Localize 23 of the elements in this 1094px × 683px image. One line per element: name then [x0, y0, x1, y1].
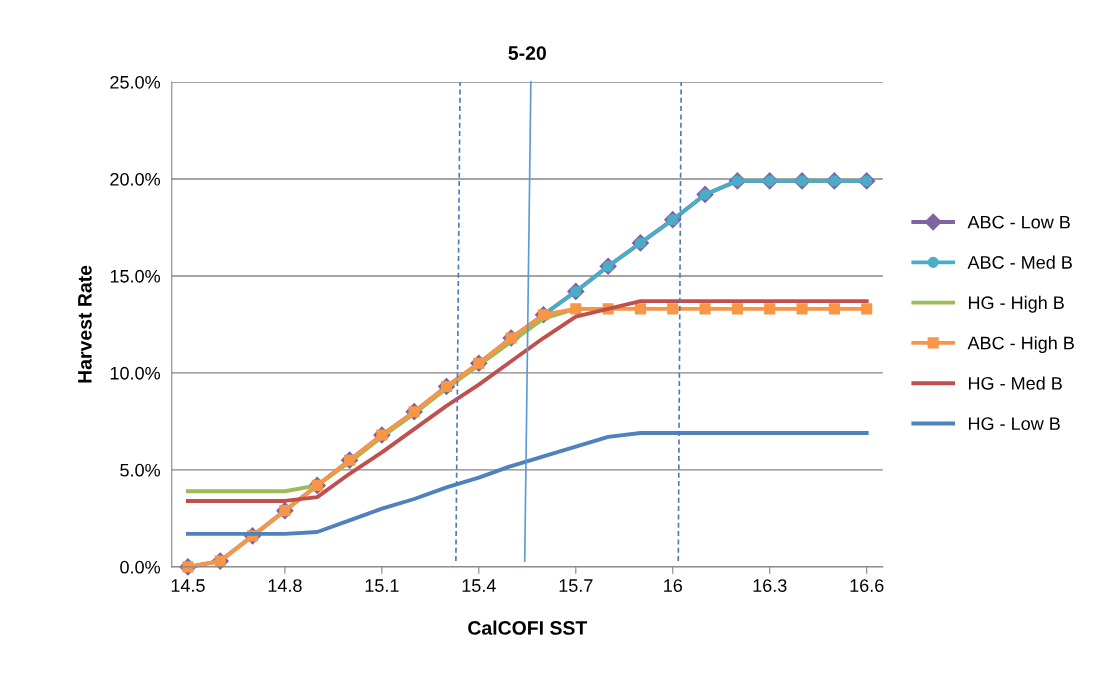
chart-title: 5-20: [508, 46, 546, 60]
y-tick-label: 20.0%: [110, 172, 161, 186]
y-tick-label: 15.0%: [110, 269, 161, 283]
x-tick-label: 14.8: [268, 579, 302, 592]
legend-label: HG - Med B: [968, 376, 1062, 390]
x-tick-label: 16.3: [753, 579, 787, 592]
x-tick-label: 15.7: [559, 579, 593, 592]
legend-label: HG - Low B: [968, 417, 1060, 431]
y-tick-label: 5.0%: [120, 463, 161, 477]
y-tick-label: 10.0%: [110, 366, 161, 380]
legend-label: HG - High B: [968, 295, 1064, 313]
legend-label: ABC - High B: [967, 336, 1074, 353]
x-axis-title: CalCOFI SST: [468, 620, 588, 635]
x-tick-label: 14.5: [171, 579, 205, 592]
x-tick-label: 16: [664, 579, 683, 592]
x-tick-label: 15.1: [365, 579, 399, 592]
legend-label: ABC - Low B: [967, 215, 1070, 229]
x-tick-label: 16.6: [850, 579, 884, 592]
legend-label: ABC - Med B: [967, 255, 1072, 269]
y-tick-label: 0.0%: [120, 560, 161, 574]
y-axis-title: Harvest Rate: [78, 265, 92, 383]
y-tick-label: 25.0%: [110, 75, 161, 89]
x-tick-label: 15.4: [462, 579, 496, 592]
